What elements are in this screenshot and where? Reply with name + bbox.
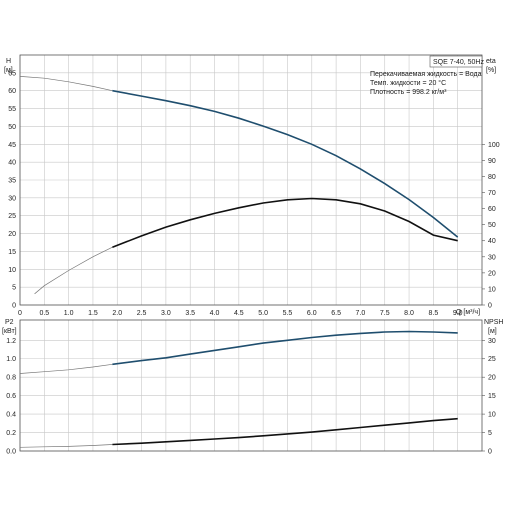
left-axis-title: H bbox=[6, 58, 11, 65]
top-left-tick-label: 5 bbox=[12, 285, 16, 292]
bottom-plot-frame bbox=[19, 319, 483, 452]
bottom-series bbox=[19, 330, 458, 448]
x-tick-label: 6.0 bbox=[307, 310, 317, 317]
x-axis-ticks: 0 0.5 1.0 1.5 2.0 2.5 3.0 3.5 4.0 4.5 5.0 5.5 6.0 6.5… bbox=[18, 310, 463, 317]
top-right-tick-label: 100 bbox=[488, 142, 500, 149]
power-npsh-panel: 0.0 0.2 0.4 0.6 0.8 1.0 1.2 0 5 10 15 20 25 30 P2 [к… bbox=[2, 319, 503, 456]
top-series-1-line bbox=[112, 197, 458, 248]
x-tick-label: 2.5 bbox=[137, 310, 147, 317]
x-tick-label: 3.0 bbox=[161, 310, 171, 317]
top-right-tick-label: 0 bbox=[488, 303, 492, 310]
top-left-axis: 0 5 10 15 20 25 30 35 40 45 50 55 60 65 bbox=[8, 70, 16, 309]
top-right-tick-label: 10 bbox=[488, 286, 496, 293]
head-efficiency-panel: 0 5 10 15 20 25 30 35 40 45 50 55 60 65 0 10 20 30 40 50 60… bbox=[4, 54, 500, 317]
x-tick-label: 9.0 bbox=[453, 310, 463, 317]
top-plot-frame bbox=[19, 54, 483, 306]
top-right-tick-label: 30 bbox=[488, 254, 496, 261]
x-tick-label: 1.0 bbox=[64, 310, 74, 317]
x-tick-label: 2.0 bbox=[112, 310, 122, 317]
info-line-temperature: Темп. жидкости = 20 °C bbox=[370, 79, 446, 87]
top-left-tick-label: 35 bbox=[8, 178, 16, 185]
right-axis-unit: [%] bbox=[486, 67, 496, 74]
bottom-series-0-line bbox=[112, 330, 458, 366]
chart-title-box bbox=[429, 55, 483, 68]
top-right-tick-label: 60 bbox=[488, 206, 496, 213]
x-tick-label: 6.5 bbox=[331, 310, 341, 317]
top-left-tick-label: 30 bbox=[8, 195, 16, 202]
bottom-right-tick-label: 0 bbox=[488, 449, 492, 456]
top-left-tick-label: 45 bbox=[8, 142, 16, 149]
bottom-series-1-extrapolated bbox=[19, 444, 113, 448]
bottom-left-tick-label: 1.2 bbox=[6, 338, 16, 345]
top-right-axis: 0 10 20 30 40 50 60 70 80 90 100 bbox=[482, 142, 500, 310]
bottom-right-tick-label: 30 bbox=[488, 338, 496, 345]
bottom-left-tick-label: 1.0 bbox=[6, 356, 16, 363]
x-tick-label: 1.5 bbox=[88, 310, 98, 317]
x-tick-label: 5.5 bbox=[283, 310, 293, 317]
bottom-right-axis: 0 5 10 15 20 25 30 bbox=[482, 338, 496, 456]
bottom-left-tick-label: 0.8 bbox=[6, 375, 16, 382]
bottom-left-tick-label: 0.6 bbox=[6, 393, 16, 400]
info-line-density: Плотность = 998.2 кг/м³ bbox=[370, 89, 447, 96]
x-tick-label: 8.0 bbox=[404, 310, 414, 317]
bottom-right-tick-label: 10 bbox=[488, 412, 496, 419]
bottom-right-tick-label: 25 bbox=[488, 356, 496, 363]
top-left-tick-label: 15 bbox=[8, 249, 16, 256]
top-left-tick-label: 25 bbox=[8, 213, 16, 220]
top-right-tick-label: 50 bbox=[488, 222, 496, 229]
top-series bbox=[19, 76, 459, 295]
top-left-tick-label: 20 bbox=[8, 231, 16, 238]
bottom-left-tick-label: 0.4 bbox=[6, 412, 16, 419]
bottom-left-tick-label: 0.2 bbox=[6, 430, 16, 437]
npsh-axis-title: NPSH bbox=[484, 319, 503, 326]
top-right-tick-label: 70 bbox=[488, 190, 496, 197]
bottom-series-0-extrapolated bbox=[19, 363, 113, 374]
chart-title: SQE 7-40, 50Hz bbox=[433, 59, 484, 66]
bottom-left-tick-label: 0.0 bbox=[6, 449, 16, 456]
x-tick-label: 7.5 bbox=[380, 310, 390, 317]
x-tick-label: 8.5 bbox=[429, 310, 439, 317]
top-left-tick-label: 50 bbox=[8, 124, 16, 131]
info-line-fluid: Перекачиваемая жидкость = Вода bbox=[370, 71, 482, 78]
top-left-tick-label: 0 bbox=[12, 303, 16, 310]
top-series-0-line bbox=[112, 89, 459, 238]
bottom-left-axis: 0.0 0.2 0.4 0.6 0.8 1.0 1.2 bbox=[6, 338, 16, 456]
top-right-tick-label: 90 bbox=[488, 158, 496, 165]
top-right-tick-label: 80 bbox=[488, 174, 496, 181]
x-tick-label: 0 bbox=[18, 310, 22, 317]
top-right-tick-label: 40 bbox=[488, 238, 496, 245]
power-axis-unit: [кВт] bbox=[2, 328, 17, 335]
bottom-right-tick-label: 20 bbox=[488, 375, 496, 382]
power-axis-title: P2 bbox=[5, 319, 14, 326]
top-left-tick-label: 60 bbox=[8, 88, 16, 95]
x-tick-label: 4.5 bbox=[234, 310, 244, 317]
bottom-right-tick-label: 15 bbox=[488, 393, 496, 400]
top-left-tick-label: 65 bbox=[8, 70, 16, 77]
bottom-grid bbox=[19, 320, 482, 452]
x-tick-label: 3.5 bbox=[185, 310, 195, 317]
x-tick-label: 5.0 bbox=[258, 310, 268, 317]
x-tick-label: 7.0 bbox=[356, 310, 366, 317]
top-series-0-extrapolated bbox=[19, 76, 113, 92]
top-series-1-extrapolated bbox=[34, 246, 113, 295]
x-tick-label: 4.0 bbox=[210, 310, 220, 317]
right-axis-title: eta bbox=[486, 58, 496, 65]
bottom-series-1-line bbox=[112, 417, 458, 446]
npsh-axis-unit: [м] bbox=[488, 328, 497, 335]
top-left-tick-label: 55 bbox=[8, 106, 16, 113]
x-axis-label: Q [м³/ч] bbox=[456, 309, 480, 316]
top-left-tick-label: 10 bbox=[8, 267, 16, 274]
top-right-tick-label: 20 bbox=[488, 270, 496, 277]
x-tick-label: 0.5 bbox=[39, 310, 49, 317]
left-axis-unit: [м] bbox=[4, 67, 13, 74]
bottom-right-tick-label: 5 bbox=[488, 430, 492, 437]
top-left-tick-label: 40 bbox=[8, 160, 16, 167]
